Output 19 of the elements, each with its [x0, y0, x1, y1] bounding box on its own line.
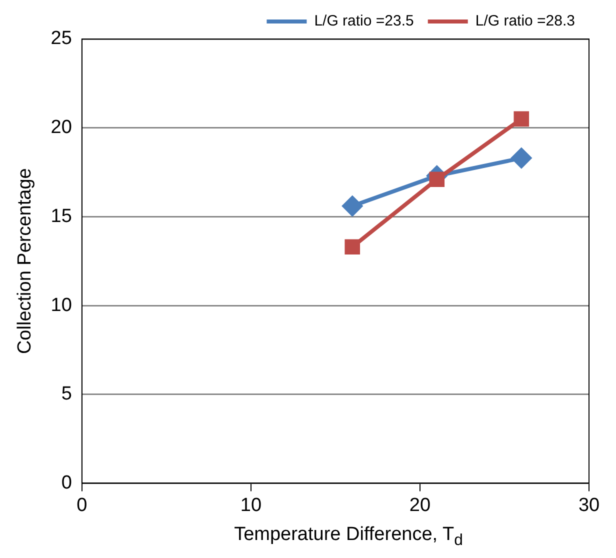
y-tick-label: 25 — [50, 28, 72, 50]
legend-label: L/G ratio =28.3 — [475, 12, 576, 30]
y-tick-label: 15 — [50, 206, 72, 227]
y-tick-label: 10 — [50, 294, 72, 316]
y-tick-label: 20 — [50, 117, 72, 138]
point — [342, 196, 362, 216]
point — [429, 172, 445, 188]
point — [511, 148, 532, 168]
x-tick-label: 20 — [409, 494, 431, 516]
x-tick-label: 30 — [578, 494, 600, 516]
y-axis-title: Collection Percentage — [14, 168, 36, 354]
y-tick-label: 0 — [61, 472, 72, 494]
legend-label: L/G ratio =23.5 — [314, 12, 414, 30]
x-tick-label: 10 — [240, 494, 262, 516]
point — [344, 239, 360, 255]
x-axis-title: Temperature Difference, T$_{d}$ — [233, 524, 464, 550]
y-tick-label: 5 — [61, 384, 72, 405]
x-tick-label: 0 — [76, 494, 88, 516]
point — [514, 111, 530, 127]
